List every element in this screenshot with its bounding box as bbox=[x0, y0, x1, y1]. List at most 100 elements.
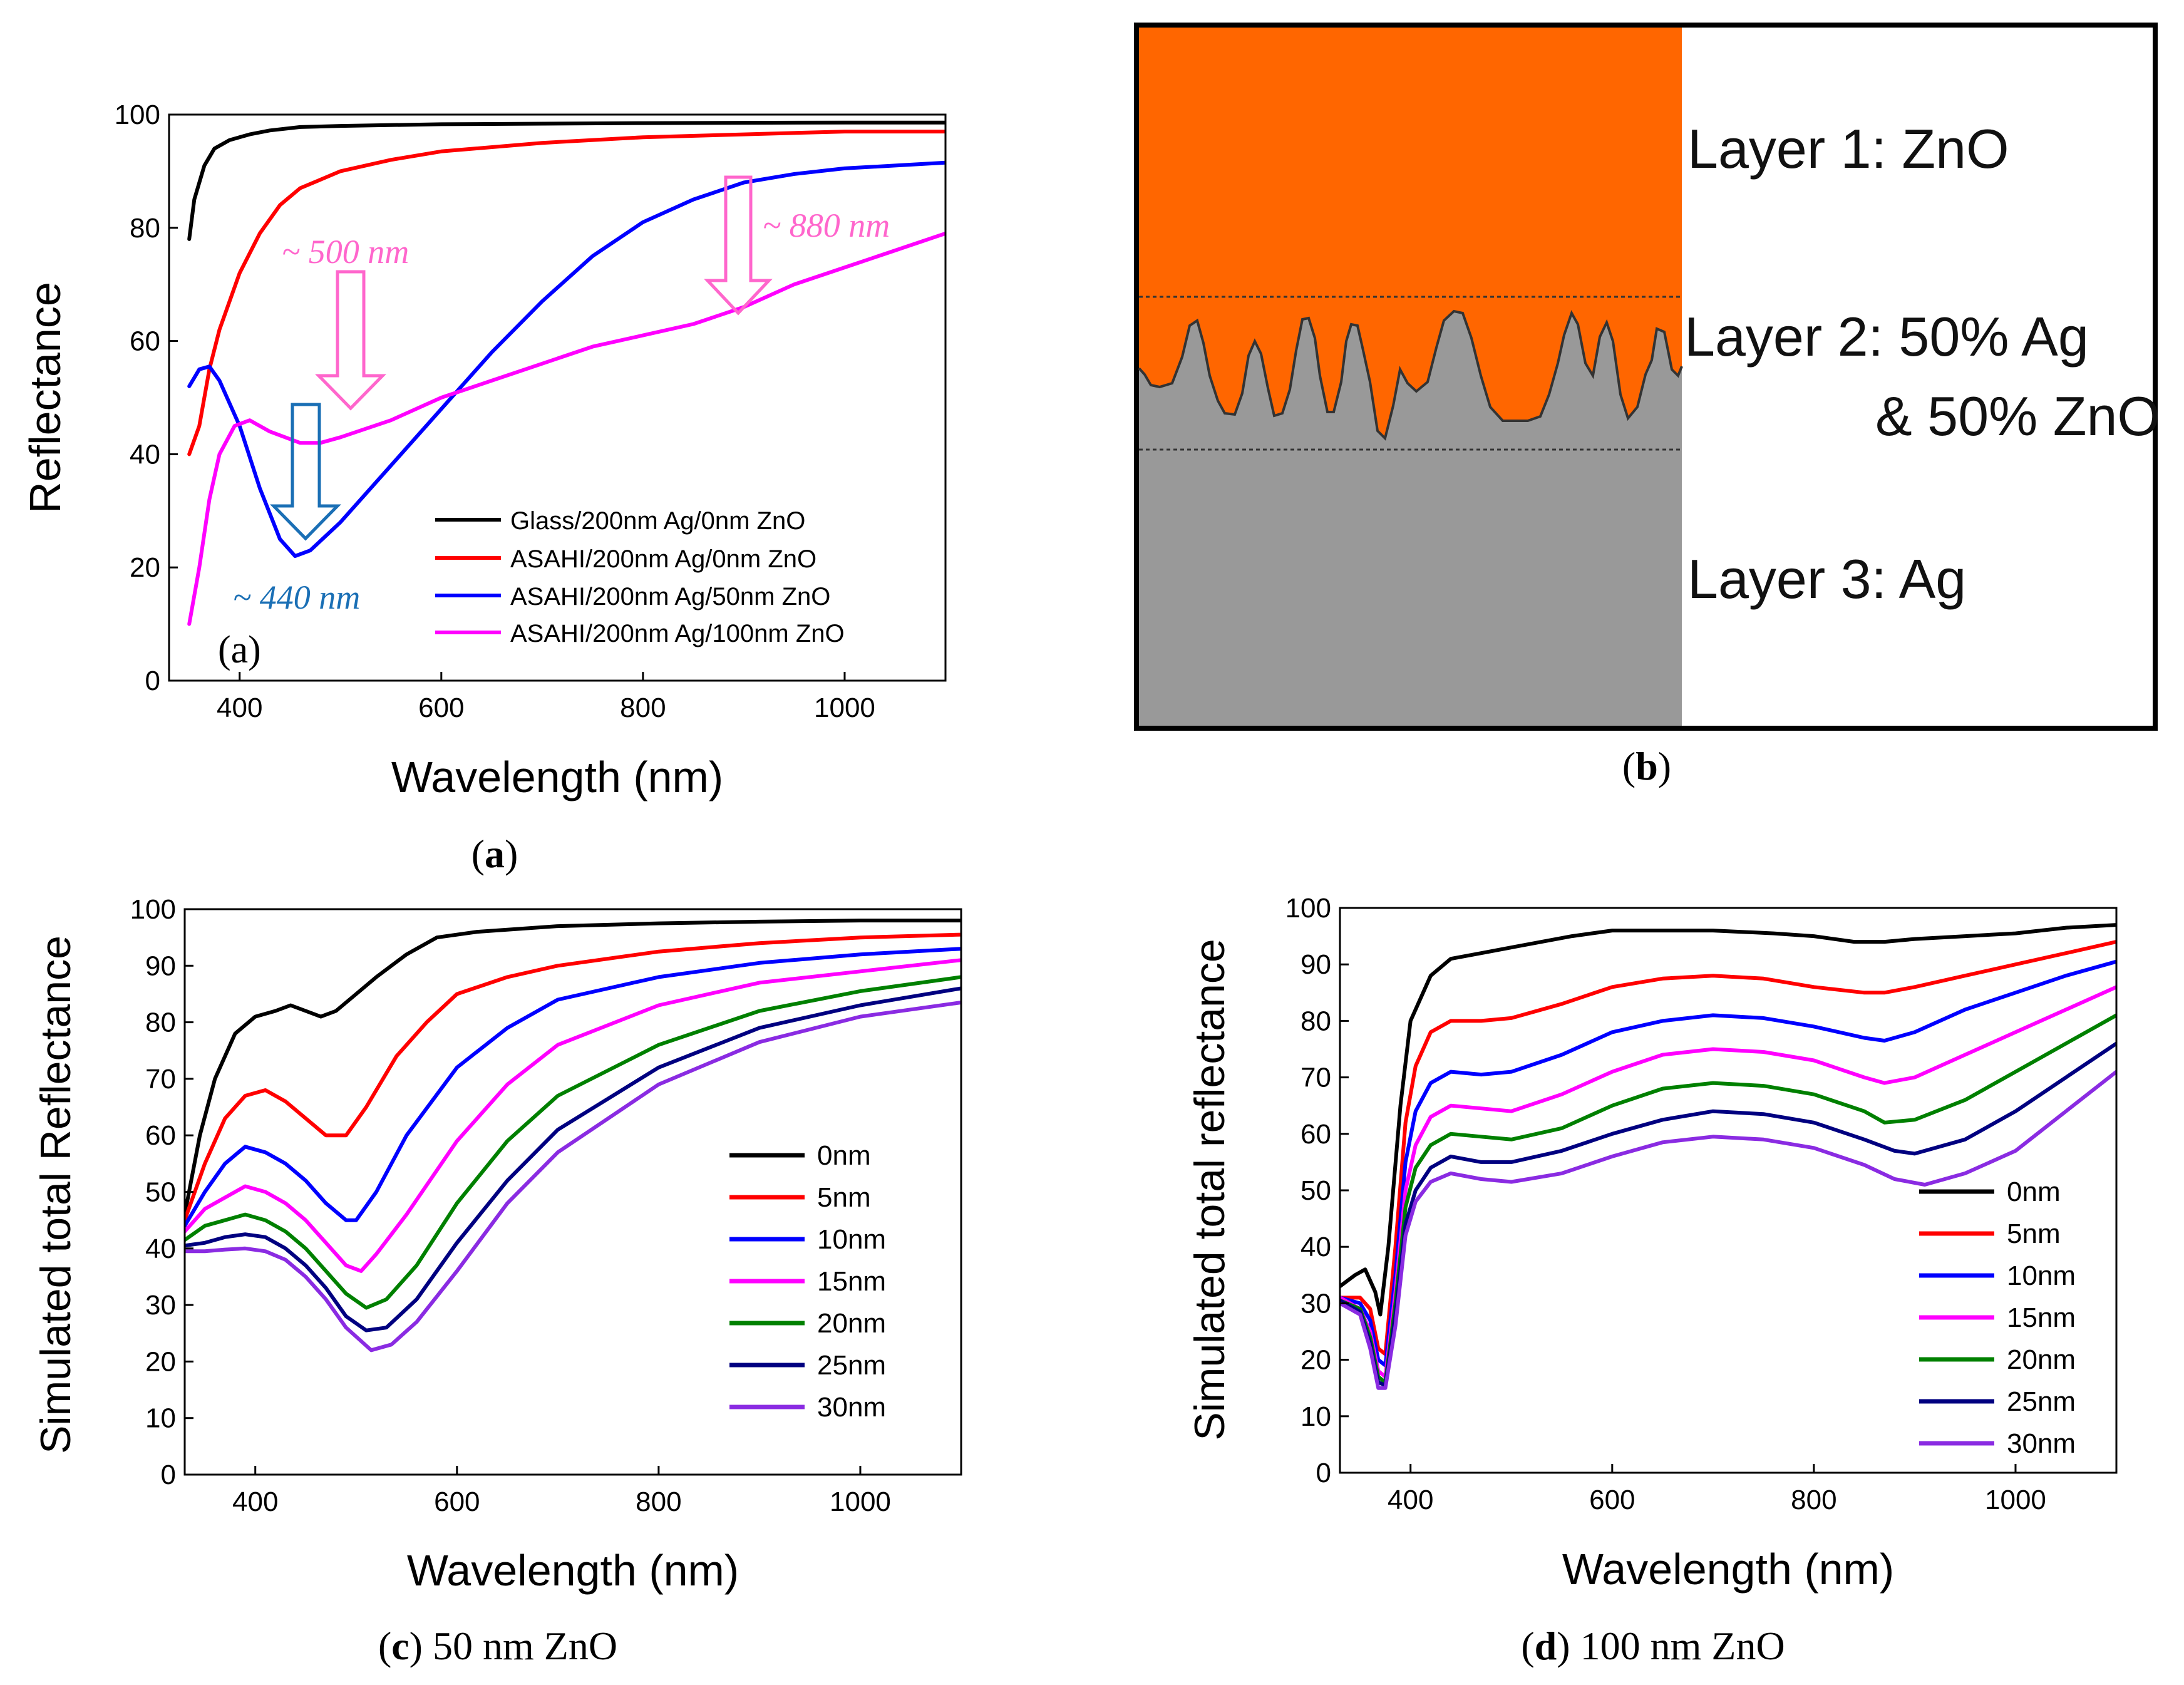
y-tick-label: 20 bbox=[130, 552, 160, 583]
series-line-15nm bbox=[185, 958, 961, 1273]
series-line-10nm bbox=[185, 947, 961, 1228]
panel-c-xlabel: Wavelength (nm) bbox=[407, 1546, 739, 1595]
legend-label-10nm: 10nm bbox=[817, 1224, 886, 1255]
x-tick-label: 400 bbox=[217, 693, 262, 723]
y-tick-label: 100 bbox=[130, 894, 176, 925]
x-tick-label: 1000 bbox=[830, 1487, 891, 1517]
y-tick-label: 70 bbox=[145, 1064, 176, 1095]
y-tick-label: 80 bbox=[1301, 1006, 1331, 1036]
x-tick-label: 600 bbox=[434, 1487, 480, 1517]
y-tick-label: 40 bbox=[1301, 1232, 1331, 1262]
series-line-0nm bbox=[185, 919, 961, 1217]
legend-label-15nm: 15nm bbox=[817, 1266, 886, 1297]
y-tick-label: 60 bbox=[130, 326, 160, 357]
panel-d-chart: 400 600 800 1000 0 10 20 30 40 50 60 70 80 90 100 0nm 5… bbox=[1186, 893, 2118, 1668]
y-tick-label: 60 bbox=[145, 1120, 176, 1151]
legend-label-30nm: 30nm bbox=[817, 1392, 886, 1423]
series-line-30nm bbox=[1340, 1069, 2116, 1390]
series-line-20nm bbox=[1340, 1013, 2116, 1384]
caption-d: (d) 100 nm ZnO bbox=[1521, 1624, 1785, 1668]
x-tick-label: 400 bbox=[232, 1487, 278, 1517]
y-tick-label: 0 bbox=[145, 666, 160, 696]
panel-a-series bbox=[187, 120, 945, 626]
legend-label-25nm: 25nm bbox=[817, 1350, 886, 1381]
y-tick-label: 100 bbox=[115, 100, 160, 130]
y-tick-label: 20 bbox=[1301, 1345, 1331, 1376]
annotation-880nm: ~ 880 nm bbox=[763, 207, 890, 244]
x-tick-label: 400 bbox=[1388, 1485, 1433, 1515]
x-tick-label: 1000 bbox=[814, 693, 875, 723]
legend-label-asahi-100nm: ASAHI/200nm Ag/100nm ZnO bbox=[510, 620, 845, 647]
caption-d-letter: d bbox=[1535, 1624, 1557, 1668]
series-line-asahi-200nm-ag-0nm-zno bbox=[187, 130, 945, 456]
panel-d-xlabel: Wavelength (nm) bbox=[1562, 1545, 1894, 1594]
annotation-440nm: ~ 440 nm bbox=[233, 579, 360, 616]
y-tick-label: 30 bbox=[145, 1290, 176, 1321]
y-tick-label: 80 bbox=[130, 213, 160, 244]
panel-d-frame bbox=[1339, 907, 2118, 1474]
series-line-0nm bbox=[1340, 923, 2116, 1317]
caption-c: (c) 50 nm ZnO bbox=[378, 1624, 617, 1668]
panel-a-ylabel: Reflectance bbox=[21, 282, 70, 513]
panel-c-chart: 400 600 800 1000 0 10 20 30 40 50 60 70 80 90 100 0nm 5… bbox=[32, 894, 962, 1668]
series-line-asahi-200nm-ag-50nm-zno bbox=[187, 160, 945, 559]
y-tick-label: 0 bbox=[161, 1460, 176, 1490]
legend-label-30nm: 30nm bbox=[2007, 1428, 2076, 1459]
panel-a-legend: Glass/200nm Ag/0nm ZnO ASAHI/200nm Ag/0n… bbox=[435, 507, 845, 647]
panel-c-ticks: 400 600 800 1000 0 10 20 30 40 50 60 70 80 90 100 bbox=[130, 894, 891, 1517]
x-tick-label: 800 bbox=[1791, 1485, 1836, 1515]
series-line-asahi-200nm-ag-100nm-zno bbox=[187, 231, 945, 626]
y-tick-label: 40 bbox=[145, 1234, 176, 1264]
arrow-500nm bbox=[315, 270, 386, 411]
series-line-25nm bbox=[1340, 1041, 2116, 1388]
caption-a: (a) bbox=[471, 832, 518, 876]
y-tick-label: 70 bbox=[1301, 1063, 1331, 1093]
interface-outline bbox=[1138, 309, 1683, 441]
legend-label-glass-0nm: Glass/200nm Ag/0nm ZnO bbox=[510, 507, 805, 535]
y-tick-label: 90 bbox=[145, 951, 176, 981]
panel-d-ylabel: Simulated total reflectance bbox=[1186, 939, 1234, 1440]
y-tick-label: 100 bbox=[1285, 893, 1331, 924]
legend-label-5nm: 5nm bbox=[2007, 1219, 2061, 1249]
panel-a-xlabel: Wavelength (nm) bbox=[391, 753, 723, 801]
panel-a-frame bbox=[168, 113, 947, 682]
y-tick-label: 10 bbox=[145, 1403, 176, 1434]
caption-b-letter: b bbox=[1635, 744, 1658, 788]
panel-d-legend: 0nm 5nm 10nm 15nm 20nm 25nm 30nm bbox=[1919, 1177, 2076, 1459]
y-tick-label: 50 bbox=[145, 1177, 176, 1208]
caption-a-letter: a bbox=[485, 832, 505, 876]
annotation-500nm: ~ 500 nm bbox=[282, 233, 409, 271]
legend-label-25nm: 25nm bbox=[2007, 1386, 2076, 1417]
y-tick-label: 90 bbox=[1301, 949, 1331, 980]
layer1-label: Layer 1: ZnO bbox=[1687, 118, 2009, 180]
legend-label-20nm: 20nm bbox=[2007, 1344, 2076, 1375]
series-line-5nm bbox=[185, 932, 961, 1222]
legend-label-asahi-50nm: ASAHI/200nm Ag/50nm ZnO bbox=[510, 583, 830, 611]
legend-label-0nm: 0nm bbox=[817, 1140, 871, 1171]
panel-c-ylabel: Simulated total Reflectance bbox=[32, 935, 80, 1454]
panel-c-series bbox=[185, 919, 961, 1353]
caption-c-letter: c bbox=[391, 1624, 409, 1668]
y-tick-label: 50 bbox=[1301, 1175, 1331, 1206]
panel-a-ticks: 400 600 800 1000 0 20 40 60 80 100 bbox=[115, 100, 875, 723]
caption-c-text: 50 nm ZnO bbox=[423, 1624, 617, 1668]
panel-d-ticks: 400 600 800 1000 0 10 20 30 40 50 60 70 80 90 100 bbox=[1285, 893, 2046, 1515]
series-line-25nm bbox=[185, 986, 961, 1332]
x-tick-label: 800 bbox=[620, 693, 666, 723]
y-tick-label: 40 bbox=[130, 439, 160, 470]
caption-b: (b) bbox=[1622, 744, 1671, 788]
panel-c-legend: 0nm 5nm 10nm 15nm 20nm 25nm 30nm bbox=[729, 1140, 886, 1423]
y-tick-label: 30 bbox=[1301, 1288, 1331, 1319]
x-tick-label: 800 bbox=[636, 1487, 681, 1517]
layer3-label: Layer 3: Ag bbox=[1687, 548, 1966, 610]
panel-d-series bbox=[1340, 923, 2116, 1390]
series-line-glass-200nm-ag-0nm-zno bbox=[187, 120, 945, 241]
legend-label-10nm: 10nm bbox=[2007, 1260, 2076, 1291]
legend-label-asahi-0nm: ASAHI/200nm Ag/0nm ZnO bbox=[510, 545, 816, 573]
legend-label-5nm: 5nm bbox=[817, 1182, 871, 1213]
layer2-label-line2: & 50% ZnO bbox=[1875, 385, 2160, 447]
arrow-880nm bbox=[704, 175, 773, 316]
series-line-5nm bbox=[1340, 940, 2116, 1356]
x-tick-label: 600 bbox=[418, 693, 464, 723]
